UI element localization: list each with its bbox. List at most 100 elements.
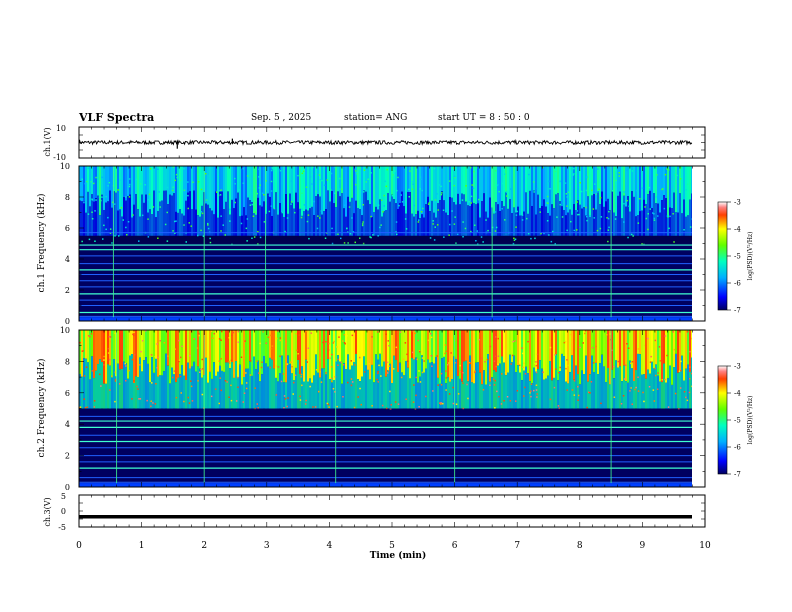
spec2-noise-tail xyxy=(573,379,575,409)
spec2-noise-column xyxy=(387,330,389,371)
spec1-speckle xyxy=(411,188,414,190)
spec2-noise-tail xyxy=(301,366,303,409)
spec1-speckle xyxy=(685,189,687,191)
spec1-speckle xyxy=(93,182,95,185)
spec2-noise-tail xyxy=(313,375,315,409)
spec1-speckle xyxy=(494,230,497,232)
spec1-speckle xyxy=(118,235,120,237)
spec1-noise-column xyxy=(465,166,467,202)
spec1-noise-column xyxy=(385,166,387,210)
spec1-speckle xyxy=(596,229,599,232)
spec1-speckle xyxy=(187,207,189,210)
spec1-speckle xyxy=(339,188,341,190)
spec2-noise-column xyxy=(527,330,529,373)
spec2-noise-column xyxy=(405,330,407,361)
spec1-noise-tail xyxy=(681,213,683,236)
spec1-noise-column xyxy=(457,166,459,194)
spec1-noise-column xyxy=(151,166,153,215)
spec2-speckle xyxy=(201,393,204,396)
spec2-speckle xyxy=(688,391,691,394)
spec2-speckle xyxy=(570,333,572,336)
spec2-speckle xyxy=(683,391,686,393)
spec2-speckle xyxy=(447,364,449,366)
spec1-noise-column xyxy=(161,166,163,201)
spec1-noise-tail xyxy=(221,191,223,236)
spec2-speckle xyxy=(573,394,576,396)
spec2-noise-tail xyxy=(553,377,555,409)
spec1-noise-column xyxy=(639,166,641,212)
spec1-speckle xyxy=(166,211,168,214)
spec1-noise-column xyxy=(589,166,591,217)
spec2-speckle xyxy=(84,406,87,409)
spec2-speckle xyxy=(635,386,637,389)
spec2-noise-column xyxy=(663,330,665,364)
spec1-noise-column xyxy=(387,166,389,194)
spec2-speckle xyxy=(218,360,221,362)
spec2-noise-tail xyxy=(629,360,631,409)
spec1-noise-column xyxy=(671,166,673,209)
spec1-speckle xyxy=(95,176,97,179)
spec1-speckle xyxy=(224,234,226,236)
spec1-noise-tail xyxy=(373,211,375,236)
spec2-speckle xyxy=(275,394,278,396)
spec1-noise-tail xyxy=(547,213,549,236)
spec2-noise-column xyxy=(317,330,319,373)
spec2-speckle xyxy=(243,392,246,394)
spec2-noise-tail xyxy=(603,366,605,409)
spec1-noise-column xyxy=(563,166,565,211)
spec1-noise-tail xyxy=(635,216,637,236)
spec1-speckle xyxy=(405,228,408,230)
spec1-noise-column xyxy=(375,166,377,207)
spec1-speckle xyxy=(494,211,497,213)
spec1-speckle xyxy=(176,176,178,179)
spec2-speckle xyxy=(462,382,464,384)
spec2-noise-tail xyxy=(385,376,387,409)
spec2-speckle xyxy=(626,343,628,345)
spec2-speckle xyxy=(664,335,667,337)
spec1-speckle xyxy=(515,214,518,216)
spec2-speckle xyxy=(109,338,111,340)
spec2-speckle xyxy=(494,407,496,409)
spec2-noise-tail xyxy=(613,378,615,409)
spec1-noise-tail xyxy=(131,217,133,236)
spec1-noise-tail xyxy=(147,212,149,236)
spec2-noise-column xyxy=(419,330,421,377)
spec2-noise-column xyxy=(647,330,649,370)
spec2-noise-column xyxy=(315,330,317,355)
spec1-speckle xyxy=(383,205,385,207)
spec1-speckle xyxy=(597,191,599,193)
spec2-noise-column xyxy=(649,330,651,374)
spec2-noise-column xyxy=(479,330,481,373)
spec1-speckle xyxy=(172,186,174,189)
spec1-speckle xyxy=(383,194,385,197)
spec2-speckle xyxy=(283,395,286,397)
spec1-noise-tail xyxy=(509,199,511,236)
ch2-colorbar-tick--4: -4 xyxy=(734,390,741,398)
spec2-speckle xyxy=(459,370,462,373)
spec1-speckle xyxy=(220,230,222,232)
spec1-noise-column xyxy=(473,166,475,204)
spec1-noise-tail xyxy=(365,191,367,236)
spec1-speckle xyxy=(632,235,634,237)
spec1-noise-column xyxy=(499,166,501,212)
spec2-speckle xyxy=(486,358,489,361)
spec1-speckle xyxy=(599,197,602,199)
spec1-speckle xyxy=(128,196,131,198)
spec2-speckle xyxy=(118,383,121,385)
spec2-speckle xyxy=(512,340,514,343)
spec2-speckle xyxy=(440,403,442,405)
spec2-noise-tail xyxy=(499,363,501,409)
spec2-speckle xyxy=(387,369,390,372)
spec2-noise-column xyxy=(507,330,509,373)
spec1-noise-tail xyxy=(225,201,227,236)
spec2-speckle xyxy=(430,336,433,339)
spec1-noise-tail xyxy=(623,195,625,236)
spec2-speckle xyxy=(133,380,135,382)
spec1-speckle xyxy=(653,213,655,215)
spec2-speckle xyxy=(284,398,287,400)
spec1-noise-tail xyxy=(369,204,371,236)
spec2-noise-column xyxy=(655,330,657,365)
spec2-noise-tail xyxy=(131,354,133,409)
spec2-noise-tail xyxy=(353,361,355,409)
spec2-noise-tail xyxy=(399,362,401,409)
